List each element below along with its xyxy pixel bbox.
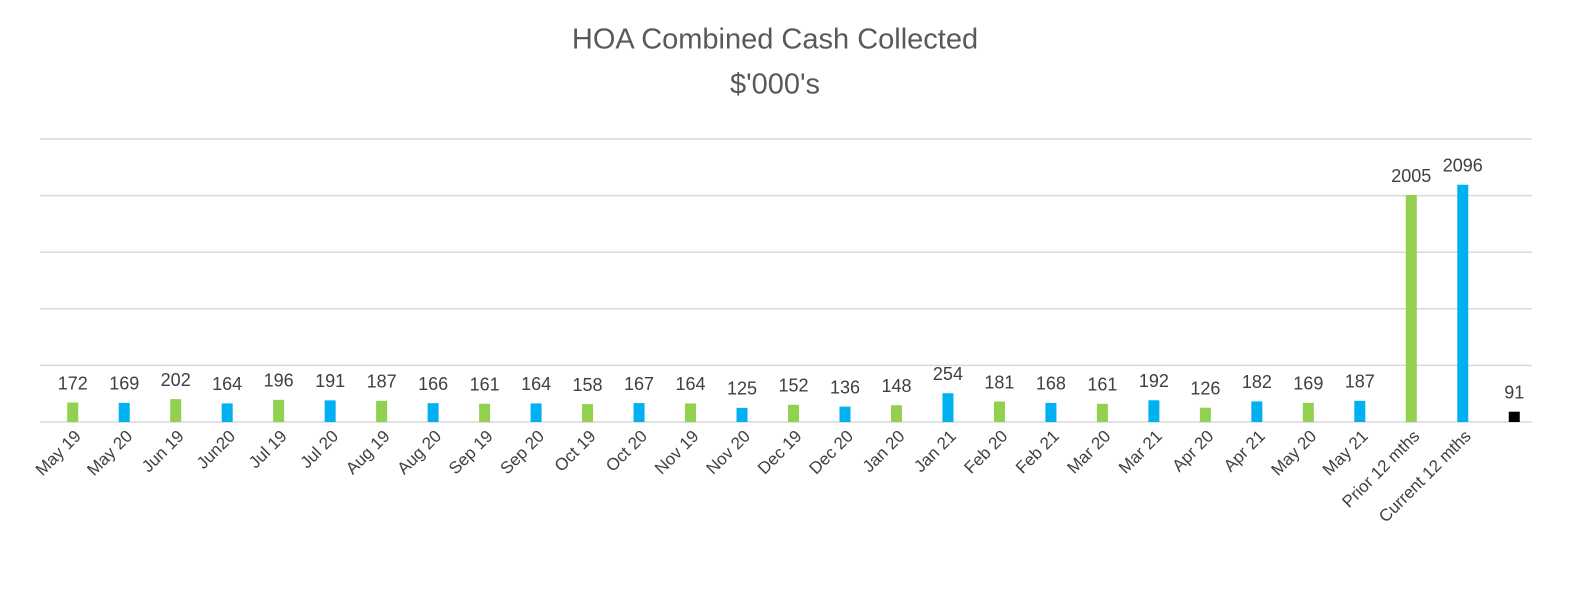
bar — [273, 399, 285, 422]
value-label: 2005 — [1391, 166, 1431, 186]
x-tick-label: Jun20 — [193, 427, 239, 473]
value-label: 196 — [264, 371, 294, 391]
x-tick-label: Feb 20 — [961, 427, 1012, 478]
bar — [67, 402, 79, 422]
value-label: 152 — [778, 376, 808, 396]
bar — [479, 403, 491, 422]
value-label: 181 — [984, 372, 1014, 392]
bar — [170, 399, 182, 422]
x-tick-label: Apr 20 — [1169, 427, 1218, 476]
bar — [582, 404, 594, 422]
x-tick-label: Nov 19 — [651, 427, 703, 479]
bar — [942, 393, 954, 422]
x-tick-label: May 20 — [83, 427, 136, 480]
x-tick-label: Oct 20 — [602, 427, 651, 476]
value-label: 169 — [109, 374, 139, 394]
value-label: 164 — [521, 374, 551, 394]
x-tick-label: Mar 20 — [1064, 427, 1115, 478]
bar — [376, 400, 388, 422]
bar — [1199, 407, 1211, 422]
bar — [1405, 195, 1417, 422]
value-label: 182 — [1242, 372, 1272, 392]
bar — [221, 403, 233, 422]
value-label: 254 — [933, 364, 963, 384]
bar — [1045, 402, 1057, 422]
bar — [530, 403, 542, 422]
value-label: 166 — [418, 374, 448, 394]
bar — [633, 403, 645, 422]
value-label: 187 — [1345, 372, 1375, 392]
value-label: 164 — [212, 374, 242, 394]
value-label: 192 — [1139, 371, 1169, 391]
bar — [1251, 401, 1263, 422]
x-tick-label: Jan 20 — [859, 427, 909, 477]
x-tick-label: Jul 20 — [297, 427, 343, 473]
x-tick-label: May 20 — [1267, 427, 1320, 480]
x-tick-label: Jun 19 — [138, 427, 188, 477]
value-label: 136 — [830, 377, 860, 397]
bar — [118, 402, 130, 422]
bar — [993, 401, 1005, 422]
value-label: 187 — [367, 372, 397, 392]
value-label: 148 — [881, 376, 911, 396]
bar — [324, 400, 336, 422]
bar — [1302, 402, 1314, 422]
value-label: 125 — [727, 379, 757, 399]
value-label: 91 — [1504, 382, 1524, 402]
bar — [788, 404, 799, 422]
x-tick-label: Dec 20 — [805, 427, 857, 479]
x-tick-label: Sep 20 — [497, 427, 549, 479]
bar — [1148, 400, 1160, 422]
value-label: 158 — [573, 375, 603, 395]
value-label: 202 — [161, 370, 191, 390]
x-tick-label: Apr 21 — [1220, 427, 1269, 476]
value-label: 161 — [470, 375, 500, 395]
bar — [685, 403, 697, 422]
x-tick-label: May 19 — [32, 427, 85, 480]
x-tick-label: Jan 21 — [910, 427, 960, 477]
x-tick-label: Nov 20 — [702, 427, 754, 479]
value-label: 164 — [676, 374, 706, 394]
value-label: 2096 — [1443, 155, 1483, 175]
bar — [1508, 411, 1520, 422]
value-label: 126 — [1190, 378, 1220, 398]
x-tick-label: Sep 19 — [445, 427, 497, 479]
bar — [890, 405, 902, 422]
bar — [427, 403, 439, 422]
x-tick-label: Mar 21 — [1115, 427, 1166, 478]
value-label: 172 — [58, 373, 88, 393]
bar — [839, 406, 851, 422]
bar — [736, 407, 748, 422]
value-label: 167 — [624, 374, 654, 394]
value-label: 168 — [1036, 374, 1066, 394]
x-tick-label: Oct 19 — [551, 427, 600, 476]
chart-title: HOA Combined Cash Collected — [572, 24, 978, 56]
value-label: 161 — [1087, 375, 1117, 395]
x-tick-label: Dec 19 — [754, 427, 806, 479]
x-tick-label: Aug 20 — [394, 427, 446, 479]
chart-subtitle: $'000's — [730, 69, 820, 101]
x-tick-label: Feb 21 — [1012, 427, 1063, 478]
bar — [1354, 400, 1366, 422]
value-label: 191 — [315, 371, 345, 391]
value-label: 169 — [1293, 374, 1323, 394]
bar — [1457, 184, 1469, 422]
x-tick-label: Aug 19 — [342, 427, 394, 479]
bar — [1096, 403, 1108, 422]
x-tick-label: Jul 19 — [245, 427, 291, 473]
x-tick-label: Current 12 mths — [1375, 427, 1475, 527]
